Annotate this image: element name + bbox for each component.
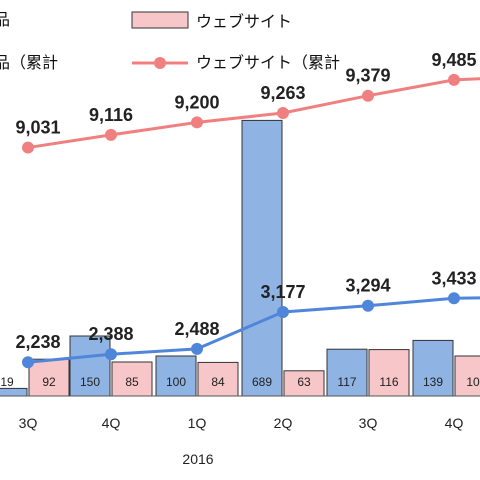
line-2-label-0: 9,031 [15, 118, 60, 138]
legend-label-line1: 品（累計 [0, 53, 58, 72]
line-1-point-3 [277, 306, 289, 318]
line-2-point-4 [362, 89, 374, 102]
line-2-label-5: 9,485 [431, 50, 476, 70]
x-tick-1: 4Q [102, 415, 121, 431]
line-1-point-0 [22, 356, 34, 369]
line-1-label-1: 2,388 [88, 324, 133, 344]
line-2-point-5 [448, 73, 460, 86]
x-tick-0: 3Q [19, 415, 38, 431]
legend-label-line2: ウェブサイト（累計 [196, 53, 340, 72]
bar-2-1 [111, 361, 153, 397]
line-2-label-1: 9,116 [89, 105, 133, 125]
bar-label-2-4: 116 [379, 375, 398, 389]
bar-label-2-2: 84 [211, 375, 225, 389]
bar-label-1-1: 150 [80, 375, 100, 389]
x-tick-2: 1Q [188, 415, 207, 431]
bar-label-2-3: 63 [297, 375, 311, 389]
line-2-label-2: 9,200 [174, 92, 219, 112]
x-tick-3: 2Q [274, 415, 293, 431]
legend: 品 ウェブサイト 品（累計 ウェブサイト（累計 [0, 10, 340, 72]
legend-label-bar1: 品 [0, 10, 10, 29]
line-1-point-2 [191, 342, 203, 355]
line-2-label-3: 9,263 [260, 83, 305, 103]
line-2-point-1 [105, 128, 117, 141]
line-2-label-4: 9,379 [345, 66, 390, 86]
bar-label-1-4: 117 [337, 375, 356, 389]
bar-1-5 [412, 339, 454, 397]
bar-label-1-2: 100 [166, 375, 186, 389]
legend-label-bar2: ウェブサイト [196, 12, 292, 31]
bar-1-3 [241, 119, 283, 397]
bar-label-2-0: 92 [42, 375, 56, 389]
bar-label-1-5: 139 [423, 375, 443, 389]
bar-2-4 [368, 349, 410, 397]
bar-2-3 [283, 370, 325, 397]
line-2-point-3 [277, 107, 289, 119]
bar-label-1-3: 689 [252, 375, 272, 389]
line-1-label-5: 3,433 [431, 268, 476, 288]
line-2-point-2 [191, 116, 203, 129]
bar-label-2-1: 85 [125, 375, 139, 389]
x-year-label-3: 2016 [182, 451, 213, 467]
line-2-point-0 [22, 141, 34, 154]
bar-1-2 [155, 355, 197, 397]
bar-label-1-0: 19 [0, 375, 14, 389]
line-1-point-5 [448, 292, 460, 305]
line-1-label-0: 2,238 [15, 332, 60, 352]
line-1-point-1 [105, 348, 117, 361]
line-1-label-3: 3,177 [260, 282, 305, 302]
bar-2-2 [197, 361, 239, 397]
line-1-label-4: 3,294 [345, 276, 390, 296]
bar-2-5 [454, 355, 480, 397]
x-tick-4: 3Q [359, 415, 378, 431]
bar-1-0 [0, 387, 28, 397]
line-1-point-4 [362, 299, 374, 312]
x-tick-5: 4Q [445, 415, 464, 431]
bar-label-2-5: 10( [466, 375, 480, 389]
bar-2-0 [28, 358, 70, 397]
line-1-label-2: 2,488 [174, 319, 219, 339]
legend-marker-line2 [154, 57, 166, 69]
legend-swatch-bar2 [131, 11, 189, 29]
